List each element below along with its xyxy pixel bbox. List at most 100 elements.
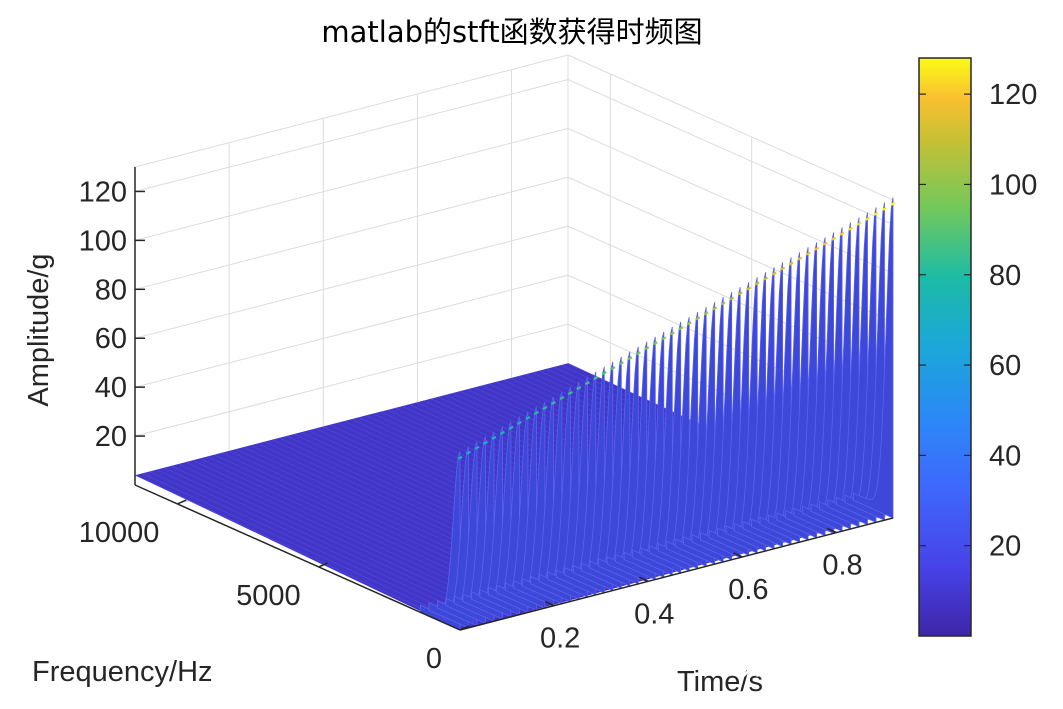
ridge-peak xyxy=(822,241,828,246)
y-tick xyxy=(318,562,329,568)
floor-line xyxy=(142,473,468,625)
ridge-peak xyxy=(771,271,777,276)
ridge-peak xyxy=(644,346,650,351)
ridge-peak xyxy=(831,236,837,241)
ridge-peak xyxy=(754,281,760,286)
y-tick-label: 10000 xyxy=(79,517,160,549)
x-tick xyxy=(827,527,837,534)
ridge-peak xyxy=(525,415,531,420)
floor-line xyxy=(156,469,482,621)
ridge-peak xyxy=(703,311,709,316)
z-tick-label: 100 xyxy=(79,225,127,257)
ridge-peak xyxy=(661,336,667,341)
z-axis-label: Amplitude/g xyxy=(23,253,55,406)
ridge-body xyxy=(853,197,894,519)
ridge-peak xyxy=(865,216,871,221)
z-gridline-top xyxy=(134,54,894,201)
x-tick-label: 0.8 xyxy=(822,550,862,582)
z-tick-label: 120 xyxy=(79,176,127,208)
x-tick-label: 0.2 xyxy=(540,623,580,655)
ridge-peak xyxy=(593,376,599,381)
ridge-peak xyxy=(627,356,633,361)
ridge-peak xyxy=(610,366,616,371)
ridge-peak xyxy=(652,341,658,346)
y-tick xyxy=(177,499,187,505)
watermark: 知乎 @每天进步一点点 xyxy=(741,649,1030,682)
colorbar-tick-label: 40 xyxy=(989,440,1021,472)
x-tick xyxy=(733,552,743,558)
ridge-peak xyxy=(550,401,556,405)
ridge-peak xyxy=(567,391,573,396)
ridge-peak xyxy=(712,306,718,311)
y-tick-label: 5000 xyxy=(236,580,301,612)
colorbar-tick-label: 100 xyxy=(989,169,1037,201)
axes: 20 40 60 80 100 120 0 5000 10000 0.2 0.4 0.6 0.8 xyxy=(79,167,894,675)
colorbar-tick-label: 20 xyxy=(989,531,1021,563)
x-tick-label: 0.4 xyxy=(634,598,674,630)
ridge-peak xyxy=(839,231,845,236)
ridge-peak xyxy=(814,246,820,251)
colorbar-tick-label: 120 xyxy=(989,79,1037,111)
ridge-peak xyxy=(695,316,701,321)
x-tick-label: 0.6 xyxy=(728,574,768,606)
chart-title: matlab的stft函数获得时频图 xyxy=(321,15,702,49)
ridge-peak xyxy=(890,201,896,206)
ridge-peak xyxy=(542,406,548,410)
y-axis-label: Frequency/Hz xyxy=(32,656,213,688)
floor-line xyxy=(149,471,475,623)
ridge-peak xyxy=(491,435,497,440)
ridge-peak xyxy=(797,256,803,261)
ridge-peak xyxy=(848,226,854,231)
surface-ridges xyxy=(419,197,896,631)
ridge-peak xyxy=(780,266,786,271)
ridge-peak xyxy=(737,291,743,296)
x-tick xyxy=(638,576,649,582)
z-tick-label: 80 xyxy=(95,274,127,306)
floor-line xyxy=(134,474,461,627)
ridge-peak xyxy=(746,286,752,291)
ridge-peak xyxy=(457,455,463,460)
ridge-peak xyxy=(618,361,624,366)
x-axis-line xyxy=(459,517,894,631)
ridge-peak xyxy=(601,371,607,376)
x-axis-label: Time/s xyxy=(677,666,763,698)
y-tick xyxy=(459,625,470,631)
ridge-peak xyxy=(516,420,522,425)
ridge-peak xyxy=(873,211,879,216)
ridge-peak xyxy=(669,331,675,336)
ridge-peak xyxy=(533,410,539,415)
ridge-peak xyxy=(763,276,769,281)
ridge-peak xyxy=(576,386,582,391)
z-tick-label: 60 xyxy=(95,323,127,355)
colorbar-ticks: 20 40 60 80 100 120 xyxy=(919,79,1037,563)
z-tick-label: 40 xyxy=(95,372,127,404)
z-gridline xyxy=(134,78,894,225)
floor-line xyxy=(163,467,490,620)
colorbar-tick-label: 80 xyxy=(989,260,1021,292)
ridge-peak xyxy=(882,206,888,211)
ridge-peak xyxy=(474,445,480,450)
ridge-peak xyxy=(686,321,692,326)
ridge-peak xyxy=(856,221,862,226)
colorbar-tick-label: 60 xyxy=(989,350,1021,382)
ridge-peak xyxy=(584,381,590,386)
ridge-peak xyxy=(635,351,641,356)
y-tick-label: 0 xyxy=(426,643,442,675)
ridge-peak xyxy=(465,450,471,455)
ridge-peak xyxy=(788,261,794,266)
ridge-peak xyxy=(559,396,565,401)
colorbar-gradient xyxy=(918,57,972,637)
ridge-peak xyxy=(805,251,811,256)
ridge-peak xyxy=(499,430,505,435)
ridge-peak xyxy=(482,440,488,445)
ridge-peak xyxy=(720,301,726,306)
colorbar: 20 40 60 80 100 120 xyxy=(918,57,1037,637)
ridge-peak xyxy=(508,425,514,430)
x-tick xyxy=(544,600,555,607)
ridge-peak xyxy=(729,296,735,301)
ridge-peak xyxy=(678,326,684,331)
z-gridline xyxy=(134,127,894,274)
y-axis-line xyxy=(134,484,461,631)
floor-line xyxy=(170,465,497,618)
